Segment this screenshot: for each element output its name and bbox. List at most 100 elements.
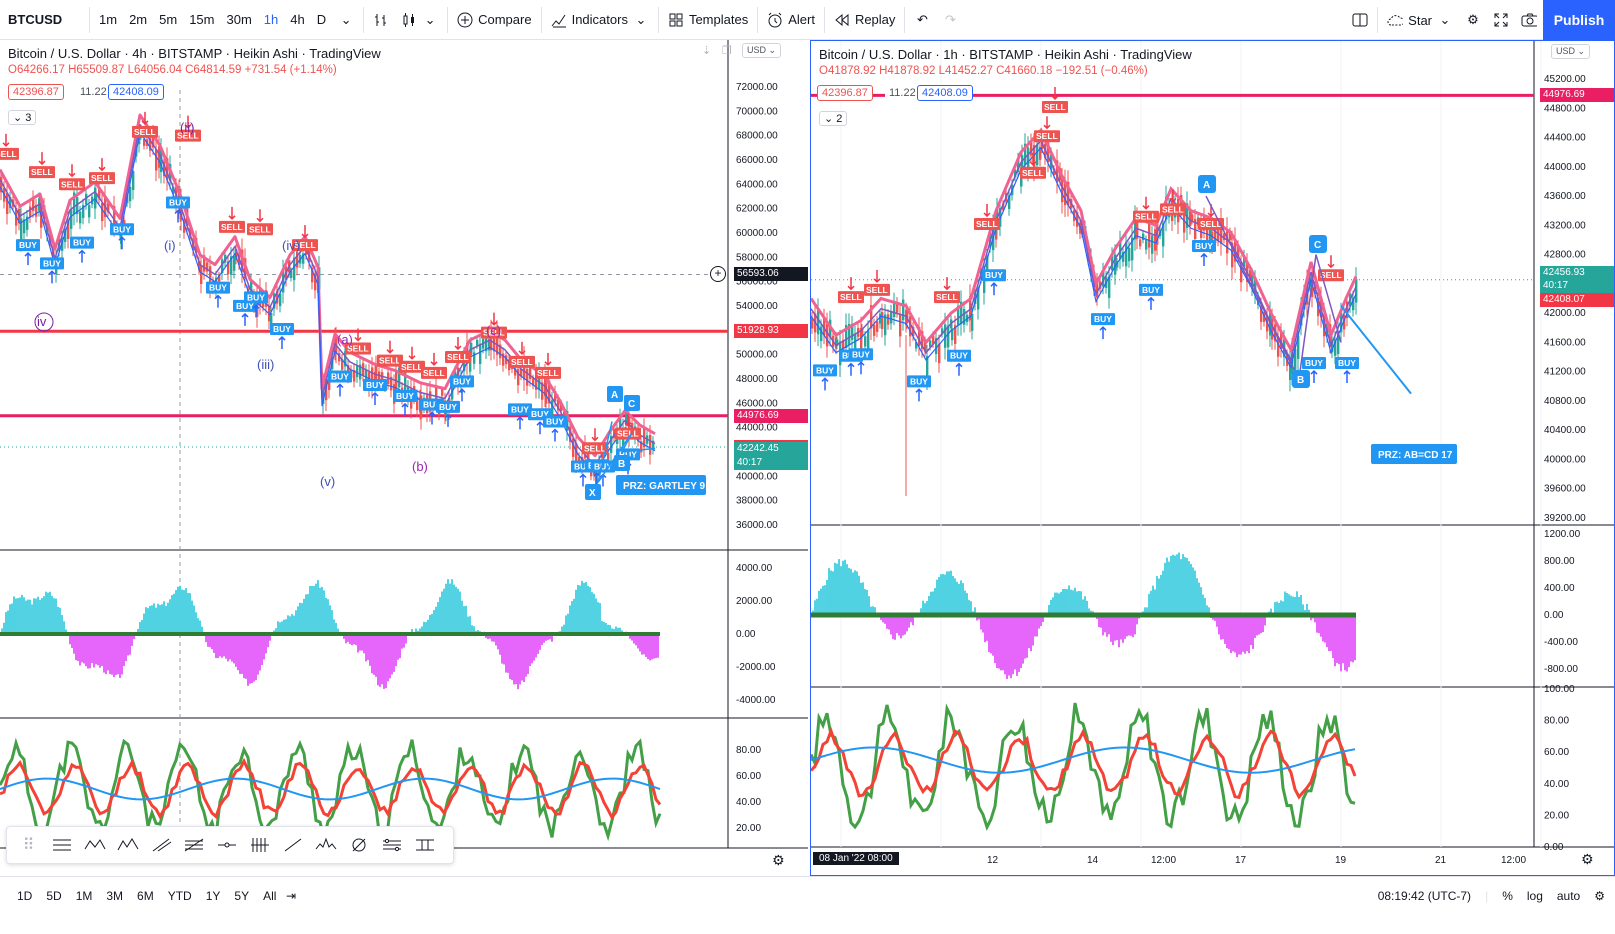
sell-signal[interactable] bbox=[132, 125, 158, 138]
bid-chip[interactable]: 42396.87 bbox=[817, 85, 873, 101]
range-5d[interactable]: 5D bbox=[46, 889, 62, 903]
interval-1h[interactable]: 1h bbox=[263, 12, 279, 27]
sell-signal[interactable] bbox=[615, 427, 641, 440]
sell-signal[interactable] bbox=[1020, 166, 1046, 179]
interval-d[interactable]: D bbox=[316, 12, 327, 27]
sell-signal[interactable] bbox=[1318, 269, 1344, 282]
pattern-point-c[interactable] bbox=[1309, 235, 1327, 253]
pattern-point-c[interactable] bbox=[624, 395, 640, 411]
interval-15m[interactable]: 15m bbox=[189, 12, 215, 27]
buy-signal[interactable] bbox=[907, 375, 931, 388]
bar-style-button[interactable] bbox=[367, 5, 395, 35]
interval-dropdown[interactable]: ⌄ bbox=[332, 5, 360, 35]
pattern-point-a[interactable] bbox=[607, 386, 623, 402]
maximize-icon[interactable]: ❐ bbox=[722, 45, 732, 57]
sell-signal[interactable] bbox=[421, 366, 447, 379]
buy-signal[interactable] bbox=[450, 375, 474, 388]
gear-icon[interactable]: ⚙ bbox=[1594, 889, 1605, 903]
range-1m[interactable]: 1M bbox=[75, 889, 93, 903]
chart-canvas-right[interactable]: 45200.00 44800.00 44400.00 44000.00 43600.00… bbox=[811, 41, 1614, 875]
buy-signal[interactable] bbox=[393, 389, 417, 402]
buy-signal[interactable] bbox=[1335, 357, 1359, 370]
sell-signal[interactable] bbox=[1034, 130, 1060, 143]
buy-signal[interactable] bbox=[591, 460, 615, 473]
elliott-wave-icon[interactable] bbox=[114, 832, 141, 858]
buy-signal[interactable] bbox=[1192, 239, 1216, 252]
pattern-point-b[interactable] bbox=[614, 455, 630, 471]
sell-signal[interactable] bbox=[377, 354, 403, 367]
range-ytd[interactable]: YTD bbox=[167, 889, 192, 903]
sell-signal[interactable] bbox=[535, 366, 561, 379]
text-lines-icon[interactable] bbox=[48, 832, 75, 858]
add-alert-icon[interactable]: + bbox=[710, 266, 726, 283]
interval-4h[interactable]: 4h bbox=[290, 12, 305, 27]
buy-signal[interactable] bbox=[1139, 283, 1163, 296]
pattern-point-b[interactable] bbox=[1292, 370, 1310, 388]
fib-retracement-icon[interactable] bbox=[180, 832, 207, 858]
trend-line-icon[interactable] bbox=[147, 832, 174, 858]
sell-signal[interactable] bbox=[934, 291, 960, 304]
sell-signal[interactable] bbox=[974, 218, 1000, 231]
bid-chip[interactable]: 42396.87 bbox=[8, 84, 64, 100]
parallel-channel-icon[interactable] bbox=[378, 832, 405, 858]
buy-signal[interactable] bbox=[206, 281, 230, 294]
horizontal-ray-icon[interactable] bbox=[213, 832, 240, 858]
interval-2m[interactable]: 2m bbox=[129, 12, 148, 27]
scroll-down-icon[interactable]: ⇣ bbox=[702, 45, 712, 57]
fullscreen-button[interactable] bbox=[1487, 5, 1515, 35]
sell-signal[interactable] bbox=[292, 239, 318, 252]
sell-signal[interactable] bbox=[582, 442, 608, 455]
range-all[interactable]: All bbox=[263, 889, 277, 903]
gear-icon[interactable]: ⚙ bbox=[772, 852, 785, 868]
publish-button[interactable]: Publish bbox=[1543, 0, 1615, 40]
abcd-pattern[interactable] bbox=[1205, 195, 1342, 382]
replay-button[interactable]: Replay bbox=[828, 5, 901, 35]
compare-button[interactable]: Compare bbox=[451, 5, 537, 35]
buy-signal[interactable] bbox=[110, 223, 134, 236]
sell-signal[interactable] bbox=[445, 351, 471, 364]
xabcd-pattern-icon[interactable] bbox=[81, 832, 108, 858]
settings-button[interactable]: ⚙ bbox=[1459, 5, 1487, 35]
gartley-pattern[interactable] bbox=[597, 421, 656, 483]
buy-signal[interactable] bbox=[363, 379, 387, 391]
sell-signal[interactable] bbox=[1160, 203, 1186, 216]
indicators-collapse-button[interactable]: ⌄ 2 bbox=[819, 111, 848, 126]
prz-box[interactable] bbox=[1371, 444, 1457, 464]
chart-pane-left[interactable]: 72000.00 70000.00 68000.00 66000.00 64000.00… bbox=[0, 40, 808, 876]
sell-signal[interactable] bbox=[175, 129, 201, 142]
buy-signal[interactable] bbox=[543, 415, 567, 428]
alert-button[interactable]: Alert bbox=[761, 5, 821, 35]
drag-handle-icon[interactable]: ⠿ bbox=[22, 837, 35, 854]
range-1d[interactable]: 1D bbox=[17, 889, 33, 903]
symbol-search[interactable]: BTCUSD bbox=[8, 12, 63, 27]
sell-signal[interactable] bbox=[864, 283, 890, 296]
prz-box[interactable] bbox=[616, 475, 706, 495]
buy-signal[interactable] bbox=[813, 364, 837, 377]
range-5y[interactable]: 5Y bbox=[234, 889, 250, 903]
pattern-point-a[interactable] bbox=[1198, 175, 1216, 193]
buy-signal[interactable] bbox=[166, 196, 190, 209]
range-icon[interactable] bbox=[411, 832, 438, 858]
buy-signal[interactable] bbox=[70, 236, 94, 249]
ray-icon[interactable] bbox=[279, 832, 306, 858]
templates-button[interactable]: Templates bbox=[662, 5, 754, 35]
range-3m[interactable]: 3M bbox=[106, 889, 124, 903]
sell-signal[interactable] bbox=[29, 166, 55, 179]
buy-signal[interactable] bbox=[1091, 313, 1115, 326]
buy-signal[interactable] bbox=[508, 403, 532, 416]
interval-30m[interactable]: 30m bbox=[226, 12, 252, 27]
clock-time[interactable]: 08:19:42 (UTC-7) bbox=[1377, 889, 1472, 903]
sell-signal[interactable] bbox=[59, 178, 85, 191]
sell-signal[interactable] bbox=[345, 342, 371, 355]
buy-signal[interactable] bbox=[982, 269, 1006, 282]
star-button[interactable]: Star ⌄ bbox=[1381, 5, 1459, 35]
currency-button[interactable]: USD ⌄ bbox=[1551, 44, 1591, 59]
buy-signal[interactable] bbox=[328, 370, 352, 383]
range-1y[interactable]: 1Y bbox=[205, 889, 221, 903]
percent-toggle[interactable]: % bbox=[1502, 889, 1513, 903]
buy-signal[interactable] bbox=[244, 291, 268, 304]
redo-button[interactable]: ↷ bbox=[936, 5, 964, 35]
interval-5m[interactable]: 5m bbox=[159, 12, 178, 27]
log-toggle[interactable]: log bbox=[1526, 889, 1543, 903]
sell-signal[interactable] bbox=[219, 220, 245, 233]
